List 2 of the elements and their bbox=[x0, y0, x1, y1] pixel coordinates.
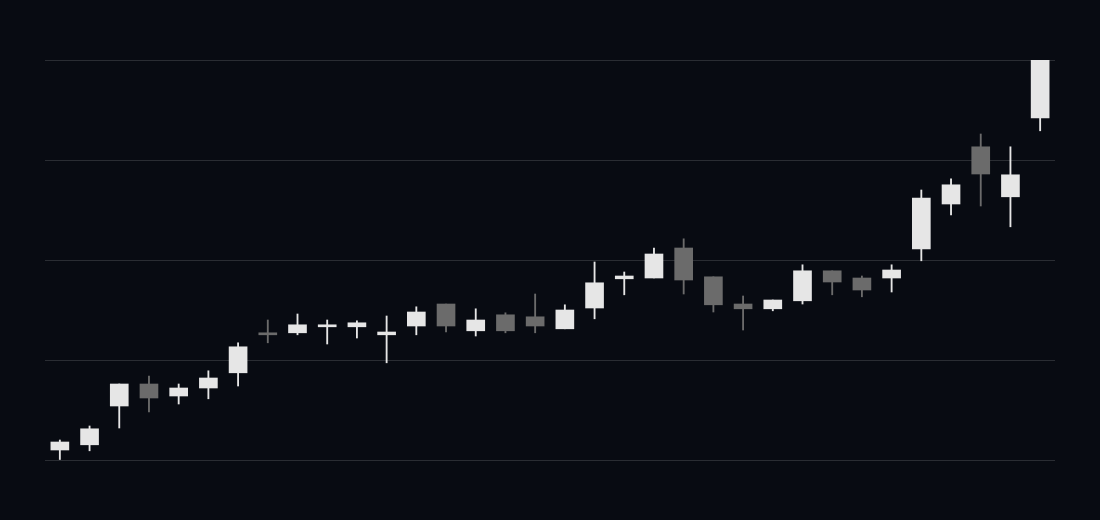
candlestick bbox=[317, 319, 337, 345]
candlestick bbox=[258, 319, 278, 344]
